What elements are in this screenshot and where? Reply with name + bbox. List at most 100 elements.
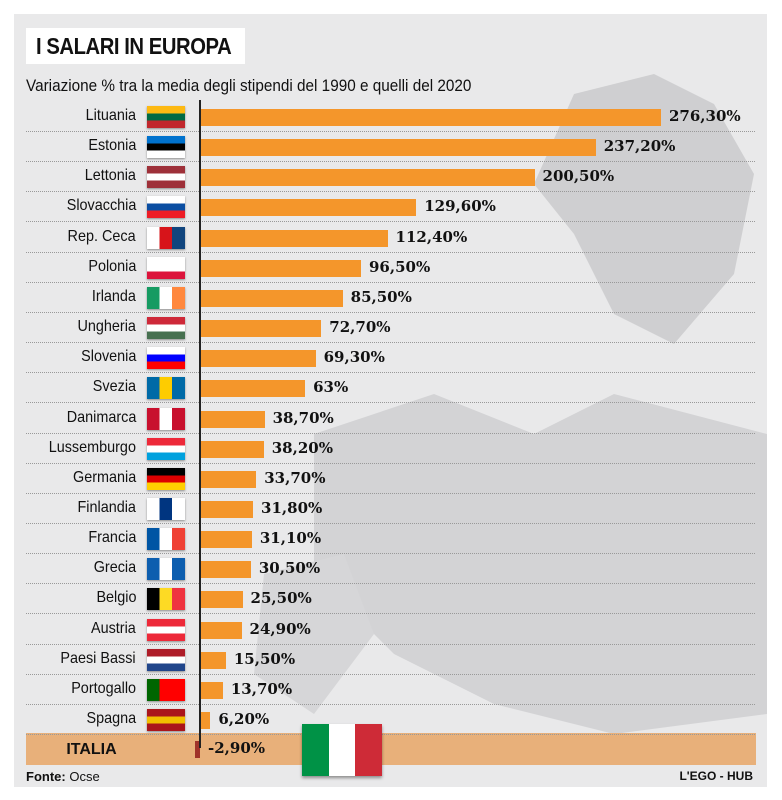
value-label: 38,70% bbox=[272, 408, 334, 427]
row-separator bbox=[26, 432, 755, 434]
bar bbox=[200, 651, 226, 669]
row-separator bbox=[26, 553, 755, 555]
credit: L'EGO - HUB bbox=[679, 769, 753, 783]
bar bbox=[200, 169, 535, 187]
bar-row: Rep. Ceca 112,40% bbox=[14, 223, 767, 253]
category-label: Grecia bbox=[93, 559, 136, 577]
category-label: Lettonia bbox=[84, 167, 136, 185]
category-label: Germania bbox=[72, 468, 136, 486]
bar-row: Ungheria 72,70% bbox=[14, 313, 767, 344]
bar-row: Lussemburgo 38,20% bbox=[14, 434, 767, 464]
bar-row: Grecia 30,50% bbox=[14, 554, 767, 585]
source-note: Fonte: Ocse bbox=[26, 769, 100, 784]
value-label: 25,50% bbox=[250, 589, 312, 608]
value-label: 31,10% bbox=[259, 529, 322, 548]
row-separator bbox=[26, 251, 755, 253]
bar bbox=[200, 440, 264, 458]
bar-row: Polonia 96,50% bbox=[14, 253, 767, 283]
bar-row: Francia 31,10% bbox=[14, 524, 767, 555]
flag-icon bbox=[147, 317, 185, 340]
bar bbox=[200, 229, 388, 247]
value-label: 237,20% bbox=[603, 137, 676, 156]
bar bbox=[200, 410, 265, 428]
bar-row: Portogallo 13,70% bbox=[14, 675, 767, 705]
source-label: Fonte: bbox=[26, 769, 66, 784]
value-label: 96,50% bbox=[369, 257, 431, 276]
row-separator bbox=[26, 703, 755, 705]
title-box: I SALARI IN EUROPA bbox=[26, 28, 245, 64]
bar-row: Germania 33,70% bbox=[14, 464, 767, 494]
bar-row: Finlandia 31,80% bbox=[14, 494, 767, 524]
category-label: Slovenia bbox=[80, 348, 136, 366]
flag-icon bbox=[147, 256, 185, 279]
row-separator bbox=[26, 734, 755, 735]
value-label: 129,60% bbox=[424, 197, 496, 216]
bar bbox=[200, 561, 251, 579]
value-label: 15,50% bbox=[233, 649, 296, 668]
flag-icon bbox=[147, 286, 185, 309]
bar bbox=[200, 320, 322, 338]
category-label: Estonia bbox=[87, 137, 136, 155]
value-label: -2,90% bbox=[208, 739, 266, 757]
row-separator bbox=[26, 462, 755, 464]
category-label: Irlanda bbox=[91, 287, 136, 305]
row-separator bbox=[26, 191, 755, 193]
category-label: ITALIA bbox=[66, 741, 117, 758]
category-label: Spagna bbox=[86, 710, 136, 727]
bar bbox=[200, 621, 242, 639]
chart-panel: I SALARI IN EUROPA Variazione % tra la m… bbox=[14, 14, 767, 787]
category-label: Belgio bbox=[95, 589, 136, 607]
flag-icon bbox=[147, 588, 185, 611]
row-separator bbox=[26, 402, 755, 404]
bar-row: Danimarca 38,70% bbox=[14, 404, 767, 434]
row-separator bbox=[26, 131, 755, 132]
row-separator bbox=[26, 492, 755, 494]
source-value: Ocse bbox=[69, 769, 100, 784]
category-label: Francia bbox=[87, 529, 136, 547]
row-separator bbox=[26, 372, 755, 374]
bar-row: Lettonia 200,50% bbox=[14, 162, 767, 193]
flag-icon bbox=[147, 226, 185, 249]
bar bbox=[200, 712, 211, 729]
bar bbox=[200, 350, 316, 368]
flag-icon bbox=[147, 558, 185, 581]
bar bbox=[200, 500, 254, 518]
bar bbox=[200, 591, 243, 609]
row-separator bbox=[26, 161, 755, 163]
value-label: 33,70% bbox=[264, 468, 326, 487]
row-separator bbox=[26, 583, 755, 585]
bar-row: Estonia 237,20% bbox=[14, 132, 767, 163]
bar bbox=[200, 199, 417, 217]
flag-icon bbox=[147, 106, 185, 128]
bar bbox=[200, 380, 306, 398]
value-label: 85,50% bbox=[350, 287, 412, 306]
flag-icon bbox=[147, 166, 185, 189]
value-label: 69,30% bbox=[323, 348, 385, 367]
category-label: Austria bbox=[91, 619, 136, 637]
bar bbox=[200, 289, 343, 307]
value-label: 63% bbox=[313, 378, 349, 397]
row-separator bbox=[26, 311, 755, 313]
value-label: 276,30% bbox=[669, 107, 741, 125]
bar-row: Paesi Bassi 15,50% bbox=[14, 645, 767, 675]
row-separator bbox=[26, 221, 755, 223]
bar bbox=[200, 259, 361, 277]
value-label: 112,40% bbox=[395, 227, 468, 246]
category-label: Portogallo bbox=[71, 679, 136, 697]
row-separator bbox=[26, 643, 755, 645]
value-label: 13,70% bbox=[230, 679, 293, 698]
row-separator bbox=[26, 673, 755, 675]
category-label: Svezia bbox=[92, 378, 136, 396]
italy-flag-icon bbox=[302, 724, 383, 776]
flag-icon bbox=[147, 136, 185, 159]
chart-title: I SALARI IN EUROPA bbox=[36, 33, 232, 59]
category-label: Lussemburgo bbox=[48, 438, 136, 456]
flag-icon bbox=[147, 377, 185, 400]
category-label: Polonia bbox=[87, 257, 136, 275]
bar-row: Belgio 25,50% bbox=[14, 584, 767, 615]
bar-row: Slovacchia 129,60% bbox=[14, 192, 767, 223]
flag-icon bbox=[147, 407, 185, 430]
category-label: Rep. Ceca bbox=[67, 227, 136, 245]
flag-icon bbox=[147, 497, 185, 520]
value-label: 31,80% bbox=[261, 498, 323, 517]
